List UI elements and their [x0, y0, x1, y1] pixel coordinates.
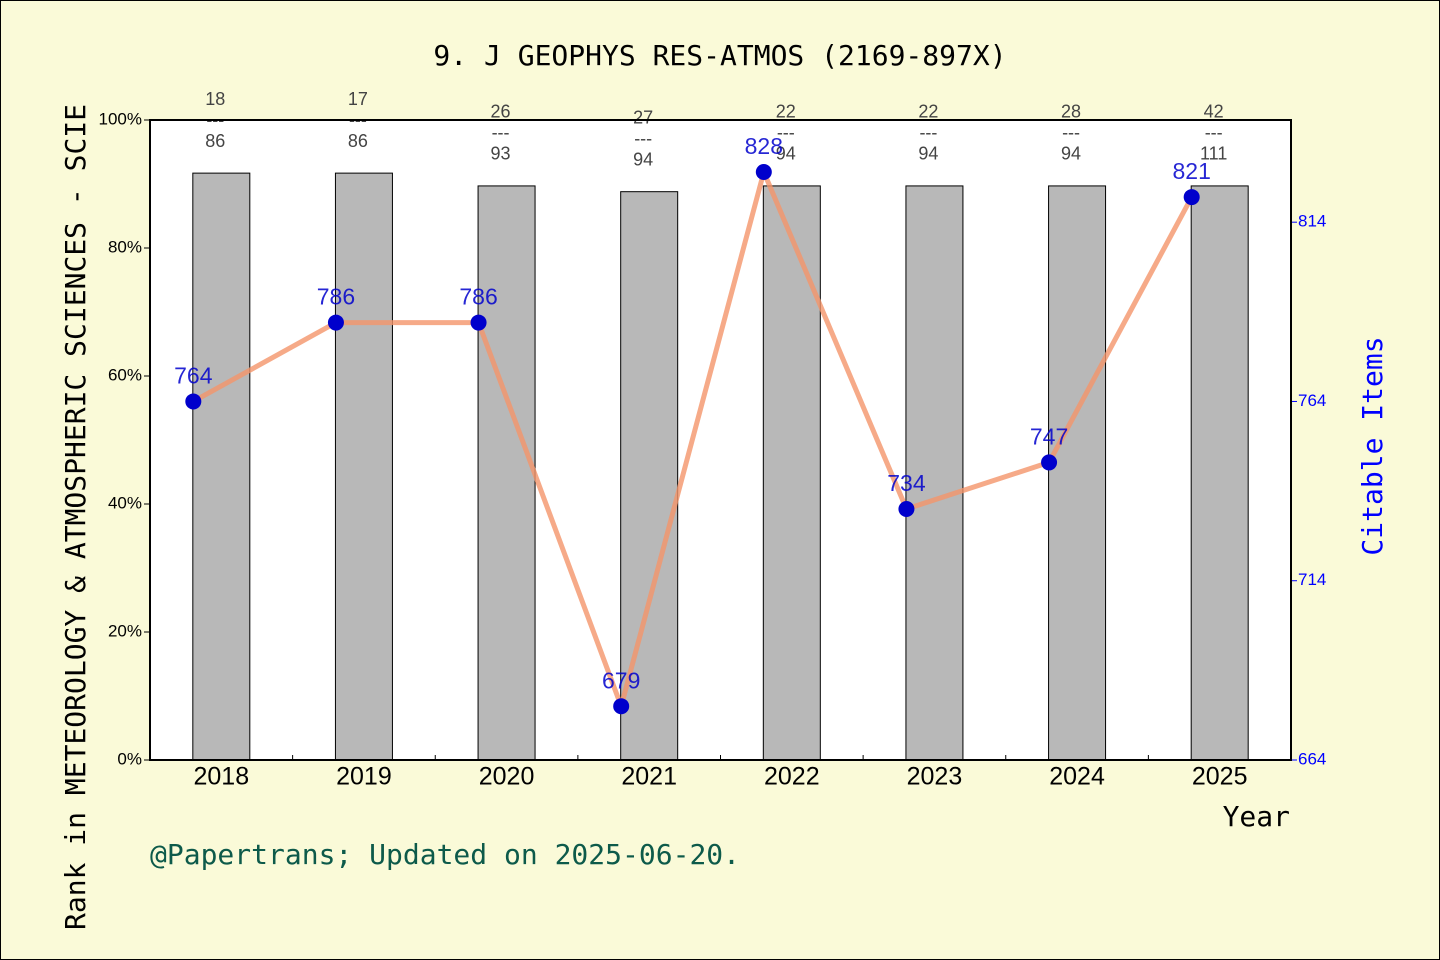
line-marker	[470, 314, 487, 331]
line-marker	[613, 698, 630, 715]
bar-label-separator: ---	[492, 123, 510, 143]
bar-total-label: 94	[776, 144, 796, 164]
data-label: 764	[174, 363, 213, 389]
bar-rank-label: 22	[918, 102, 938, 122]
bar	[1190, 185, 1249, 761]
bar-rank-label: 18	[205, 89, 225, 109]
line-marker	[1183, 189, 1200, 206]
y-tick-label: 100%	[99, 109, 142, 128]
x-tick-label: 2025	[1192, 763, 1248, 791]
bar-total-label: 86	[205, 131, 225, 151]
x-tick-label: 2022	[764, 763, 820, 791]
bar	[477, 185, 536, 761]
data-label: 747	[1030, 423, 1068, 449]
line	[192, 169, 1194, 709]
x-tick-label: 2021	[621, 763, 677, 791]
y2-axis-label: Citable Items	[1356, 336, 1389, 555]
data-label: 679	[602, 667, 640, 693]
x-tick-label: 2019	[336, 763, 392, 791]
bar-label-separator: ---	[1062, 123, 1080, 143]
y2-tick-label: 714	[1298, 570, 1326, 589]
plot-area	[150, 120, 1291, 760]
bar	[192, 172, 251, 761]
bar	[905, 185, 964, 761]
bar	[334, 172, 393, 761]
line-marker	[755, 163, 772, 180]
chart-title: 9. J GEOPHYS RES-ATMOS (2169-897X)	[433, 39, 1006, 72]
bar	[1048, 185, 1107, 761]
bar-rank-label: 28	[1061, 102, 1081, 122]
bar-rank-label: 42	[1204, 102, 1224, 122]
bar-label-separator: ---	[777, 123, 795, 143]
bar	[762, 185, 821, 761]
y-tick-label: 80%	[108, 237, 142, 256]
bar-total-label: 94	[918, 144, 938, 164]
bar-rank-label: 27	[633, 107, 653, 127]
plot-frame	[149, 119, 1292, 761]
y2-tick-label: 764	[1298, 391, 1326, 410]
y-tick-label: 60%	[108, 365, 142, 384]
x-tick-label: 2020	[479, 763, 535, 791]
x-tick-label: 2024	[1049, 763, 1105, 791]
bar-total-label: 111	[1200, 144, 1227, 164]
data-label: 786	[317, 284, 355, 310]
bar-total-label: 86	[348, 131, 368, 151]
data-label: 828	[745, 133, 783, 159]
bar-total-label: 93	[491, 144, 511, 164]
data-label: 734	[887, 470, 926, 496]
y2-tick-label: 814	[1298, 212, 1326, 231]
line-marker	[1041, 454, 1058, 471]
bar-total-label: 94	[633, 149, 653, 169]
bar-label-separator: ---	[634, 128, 652, 148]
y-tick-label: 40%	[108, 493, 142, 512]
x-axis-label: Year	[1223, 800, 1290, 833]
y2-tick-label: 664	[1298, 749, 1326, 768]
x-tick-label: 2018	[194, 763, 250, 791]
line-marker	[185, 393, 202, 410]
x-tick-label: 2023	[907, 763, 963, 791]
data-label: 821	[1173, 158, 1211, 184]
bar-label-separator: ---	[1205, 123, 1223, 143]
bar-rank-label: 22	[776, 102, 796, 122]
bar-label-separator: ---	[919, 123, 937, 143]
bar-total-label: 94	[1061, 144, 1081, 164]
bar-rank-label: 26	[491, 102, 511, 122]
y-axis-label: Rank in METEOROLOGY & ATMOSPHERIC SCIENC…	[59, 104, 92, 930]
line-marker	[327, 314, 344, 331]
data-label: 786	[459, 284, 497, 310]
footnote: @Papertrans; Updated on 2025-06-20.	[150, 838, 740, 871]
y-tick-label: 20%	[108, 621, 142, 640]
y-tick-label: 0%	[117, 749, 142, 768]
bar-rank-label: 17	[348, 89, 368, 109]
line-marker	[898, 501, 915, 518]
